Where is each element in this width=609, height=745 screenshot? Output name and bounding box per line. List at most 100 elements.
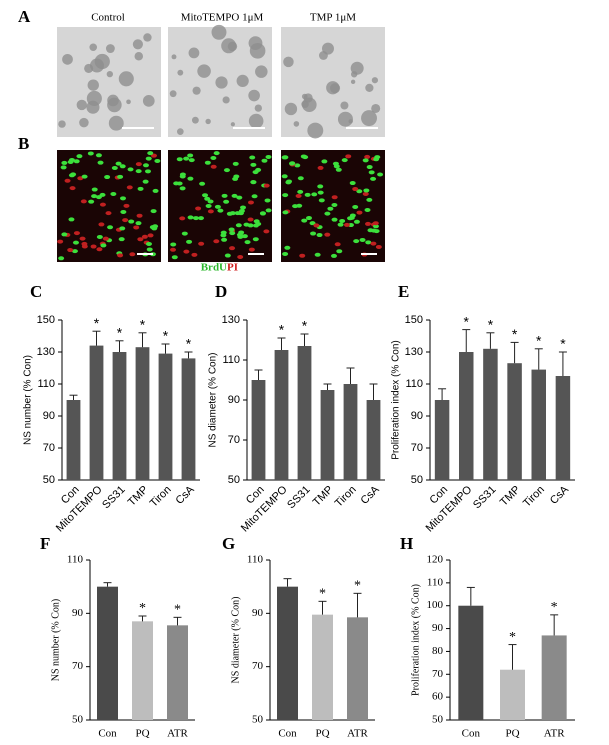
nucleus (154, 158, 161, 163)
nucleus (299, 253, 306, 258)
significance-mark: * (354, 579, 361, 594)
nucleus (71, 249, 78, 254)
nucleus (96, 247, 103, 252)
x-tick-label: Tiron (333, 484, 359, 510)
nucleus (343, 222, 350, 227)
nucleus (181, 231, 188, 236)
nucleus (321, 159, 328, 164)
nucleus (237, 254, 244, 259)
nucleus (188, 158, 195, 163)
sphere (205, 118, 211, 125)
y-tick-label: 110 (37, 378, 55, 390)
x-tick-label: ATR (347, 728, 368, 740)
bar (366, 400, 381, 480)
bar (312, 614, 333, 720)
y-tick-label: 130 (222, 314, 240, 326)
chart: F 50 70 90 110 NS number (% Con) Con * PQ * ATR (40, 534, 195, 740)
nucleus (87, 151, 94, 156)
nucleus (341, 158, 348, 163)
nucleus (187, 176, 194, 181)
nucleus (316, 233, 323, 238)
nucleus (60, 165, 67, 170)
nucleus (220, 233, 227, 238)
nucleus (356, 210, 363, 215)
bar (555, 376, 571, 480)
sphere (118, 71, 134, 87)
nucleus (170, 242, 177, 247)
nucleus (147, 151, 154, 156)
y-tick-label: 70 (432, 668, 444, 680)
panel-label: H (400, 534, 413, 553)
sphere (230, 122, 235, 127)
nucleus (356, 189, 363, 194)
nucleus (202, 193, 209, 198)
nucleus (204, 160, 211, 165)
nucleus (210, 164, 217, 169)
nucleus (61, 232, 68, 237)
nucleus (327, 206, 334, 211)
sphere (236, 74, 249, 88)
nucleus (64, 178, 71, 183)
y-tick-label: 110 (67, 554, 84, 566)
nucleus (117, 174, 124, 179)
bar (112, 352, 127, 480)
nucleus (345, 154, 352, 159)
panel-label: B (18, 134, 29, 153)
significance-mark: * (174, 603, 181, 618)
nucleus (176, 181, 183, 186)
sphere (361, 110, 377, 127)
sphere (283, 56, 294, 68)
nucleus (141, 234, 148, 239)
image-caption: Control (91, 12, 125, 24)
nucleus (304, 192, 311, 197)
sphere (211, 24, 227, 40)
y-tick-label: 50 (411, 474, 423, 486)
nucleus (229, 246, 236, 251)
nucleus (286, 179, 293, 184)
y-tick-label: 90 (72, 607, 84, 619)
nucleus (179, 186, 186, 191)
panel-label: D (215, 282, 227, 301)
x-tick-label: Tiron (521, 484, 547, 510)
bar (135, 347, 150, 480)
nucleus (365, 221, 372, 226)
nucleus (377, 172, 384, 177)
significance-mark: * (94, 315, 100, 331)
y-tick-label: 90 (43, 410, 55, 422)
nucleus (99, 202, 106, 207)
nucleus (207, 209, 214, 214)
bar (66, 400, 81, 480)
bar (531, 369, 546, 480)
nucleus (282, 210, 289, 215)
x-tick-label: Con (98, 728, 117, 740)
nucleus (150, 209, 157, 214)
nucleus (119, 226, 126, 231)
sphere (76, 99, 87, 111)
x-tick-label: SS31 (285, 484, 313, 512)
nucleus (122, 218, 129, 223)
nucleus (372, 221, 379, 226)
sphere (254, 104, 262, 112)
sphere (221, 38, 237, 54)
nucleus (292, 204, 299, 209)
y-tick-label: 50 (228, 474, 240, 486)
y-tick-label: 90 (432, 622, 444, 634)
sphere (126, 99, 131, 105)
y-tick-label: 70 (228, 434, 240, 446)
nucleus (349, 181, 356, 186)
nucleus (232, 176, 239, 181)
nucleus (281, 174, 288, 179)
x-tick-label: PQ (315, 728, 329, 740)
nucleus (187, 215, 194, 220)
nucleus (265, 154, 272, 159)
significance-mark: * (509, 630, 516, 645)
nucleus (282, 155, 289, 160)
nucleus (324, 232, 331, 237)
nucleus (318, 198, 325, 203)
nucleus (120, 209, 127, 214)
sphere (255, 65, 268, 78)
significance-mark: * (140, 317, 146, 333)
significance-mark: * (117, 325, 123, 341)
nucleus (331, 217, 338, 222)
